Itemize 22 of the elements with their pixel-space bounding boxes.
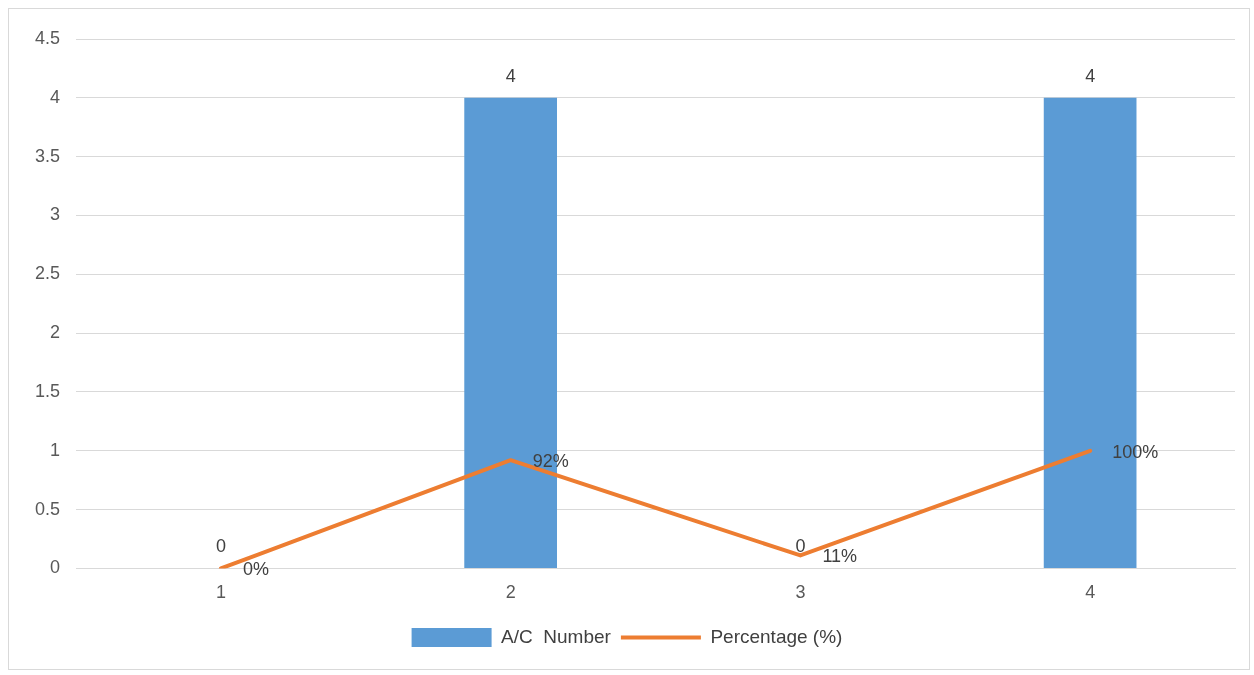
data-label: 0% xyxy=(242,559,269,580)
y-tick-label: 2 xyxy=(50,322,61,343)
y-tick-label: 1.5 xyxy=(34,380,61,401)
legend-label: Percentage (%) xyxy=(710,625,843,647)
x-tick-label: 1 xyxy=(215,582,226,603)
data-label: 4 xyxy=(1085,65,1096,86)
y-tick-label: 2.5 xyxy=(34,263,61,284)
legend-label: A/C Number xyxy=(501,625,612,647)
data-label: 4 xyxy=(505,65,516,86)
y-tick-label: 0 xyxy=(50,557,61,578)
y-tick-label: 1 xyxy=(50,439,61,460)
y-tick-label: 4.5 xyxy=(34,27,61,48)
data-label: 0 xyxy=(215,536,226,557)
data-label: 0 xyxy=(795,536,806,557)
x-tick-label: 3 xyxy=(795,582,806,603)
x-tick-label: 4 xyxy=(1085,582,1096,603)
y-tick-label: 3 xyxy=(50,204,61,225)
y-tick-label: 4 xyxy=(50,86,61,107)
data-label: 11% xyxy=(822,546,858,567)
y-tick-label: 3.5 xyxy=(34,145,61,166)
y-tick-label: 0.5 xyxy=(34,498,61,519)
x-tick-label: 2 xyxy=(505,582,516,603)
